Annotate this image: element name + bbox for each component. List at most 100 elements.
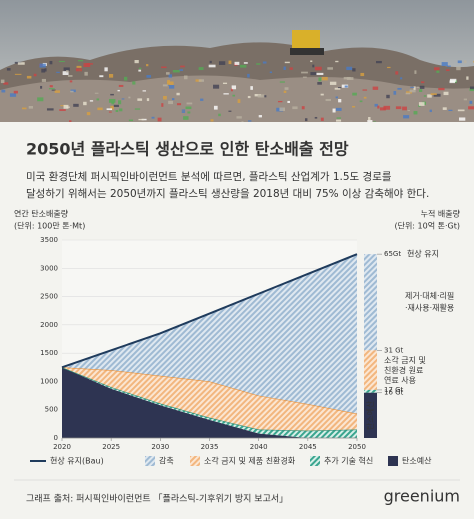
debris (327, 67, 334, 70)
debris (146, 64, 149, 67)
debris (442, 107, 447, 110)
x-tick-label: 2030 (151, 443, 169, 451)
debris (106, 108, 113, 110)
debris (459, 117, 466, 121)
debris (377, 105, 380, 109)
debris (28, 105, 33, 109)
debris (26, 75, 32, 79)
debris (240, 64, 247, 68)
y-tick-label: 2500 (40, 293, 58, 301)
debris (46, 108, 54, 111)
debris (258, 115, 262, 118)
debris (51, 89, 56, 91)
debris (66, 106, 70, 108)
debris (63, 104, 69, 109)
debris (403, 115, 410, 119)
debris (234, 61, 240, 65)
debris (165, 72, 170, 75)
y-tick-label: 2000 (40, 321, 58, 329)
debris (138, 118, 145, 121)
debris (44, 68, 47, 72)
debris (176, 92, 180, 96)
debris (231, 85, 237, 90)
debris (419, 85, 425, 89)
debris (336, 119, 342, 122)
debris (360, 72, 365, 77)
cumulative-label: 65Gt (384, 250, 401, 258)
debris (283, 66, 286, 71)
debris (142, 90, 147, 92)
debris (134, 108, 141, 110)
area (62, 367, 357, 431)
debris (469, 88, 474, 92)
debris (110, 93, 114, 96)
legend-swatch (310, 456, 320, 466)
debris (456, 66, 461, 71)
debris (292, 106, 298, 110)
legend-label: 탄소예산 (402, 456, 432, 466)
debris (128, 96, 131, 99)
debris (304, 118, 308, 122)
debris (321, 76, 328, 81)
debris (223, 93, 229, 95)
debris (59, 109, 66, 111)
legend-label: 추가 기술 혁신 (324, 456, 373, 466)
debris (69, 80, 73, 83)
debris (97, 107, 103, 111)
debris (48, 88, 55, 90)
debris (9, 93, 17, 97)
area (62, 254, 357, 414)
debris (37, 97, 44, 102)
debris (386, 94, 390, 99)
debris (172, 69, 180, 73)
cumulative-label: 17 Gt (384, 386, 404, 394)
debris (63, 67, 70, 71)
debris (337, 87, 342, 89)
debris (409, 89, 416, 93)
debris (434, 67, 440, 71)
debris (338, 99, 342, 103)
debris (433, 93, 441, 97)
debris (469, 100, 473, 104)
debris (418, 102, 425, 106)
debris (86, 63, 94, 65)
debris (423, 95, 427, 97)
debris (375, 60, 382, 64)
budget-bar-label: 탄소예산 (365, 400, 375, 430)
debris (168, 100, 174, 105)
photo-bulldozer-track (290, 48, 324, 55)
debris (1, 89, 6, 93)
x-tick-label: 2025 (102, 443, 120, 451)
debris (363, 96, 367, 99)
debris (430, 93, 437, 96)
debris (335, 96, 338, 99)
debris (352, 92, 357, 96)
debris (195, 79, 202, 82)
debris (41, 78, 47, 82)
debris (427, 94, 432, 98)
debris (186, 102, 193, 105)
debris (181, 109, 186, 113)
source: 그래프 출처: 퍼시픽인바이런먼트 「플라스틱-기후위기 방지 보고서」 (26, 493, 288, 505)
debris (312, 64, 315, 68)
debris (393, 91, 397, 95)
debris (168, 74, 173, 78)
debris (269, 71, 273, 74)
debris (302, 76, 307, 78)
debris (70, 90, 74, 93)
y-axis-label: 연간 탄소배출량 (14, 209, 69, 219)
debris (230, 88, 233, 92)
debris (405, 92, 411, 95)
debris (86, 112, 91, 116)
area (62, 367, 357, 438)
debris (161, 66, 167, 69)
debris (387, 66, 391, 69)
cumulative-text: 친환경 원료 (384, 365, 423, 375)
debris (469, 86, 474, 90)
debris (66, 70, 69, 73)
logo: greenium (384, 487, 460, 506)
debris (0, 79, 5, 84)
debris (262, 61, 267, 64)
debris (119, 108, 123, 112)
